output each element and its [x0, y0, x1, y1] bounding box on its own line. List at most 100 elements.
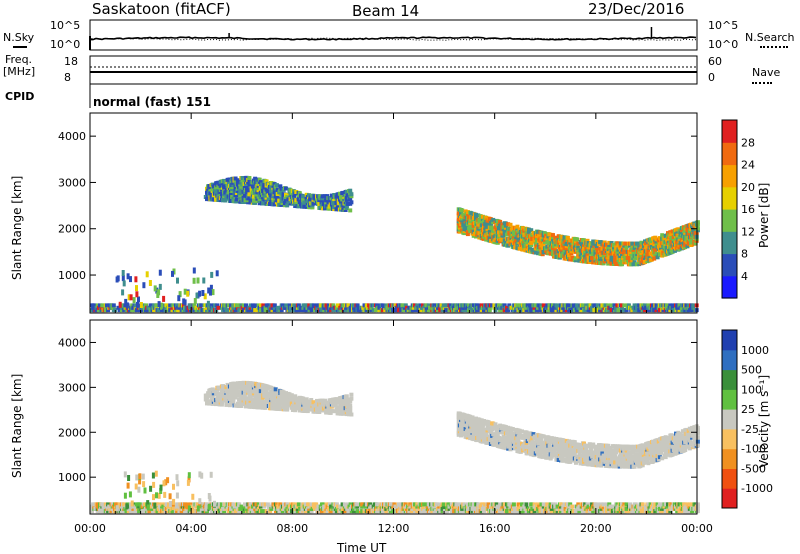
power-cell	[266, 182, 271, 187]
velocity-cell	[249, 502, 254, 507]
power-cell	[141, 303, 146, 308]
power-cell	[560, 234, 565, 239]
velocity-cell	[295, 506, 300, 511]
power-cell	[614, 255, 619, 260]
power-cell	[640, 256, 645, 261]
velocity-cell	[615, 502, 620, 507]
velocity-cell	[245, 396, 250, 401]
power-cell	[211, 289, 215, 296]
velocity-cell	[587, 509, 592, 514]
power-cell	[371, 308, 376, 313]
power-cell	[551, 303, 555, 308]
velocity-cell	[288, 502, 293, 507]
velocity-cell	[498, 502, 503, 507]
velocity-cell	[280, 509, 285, 514]
velocity-cell	[201, 506, 206, 511]
velocity-cell	[271, 392, 276, 397]
power-cell	[226, 303, 231, 308]
velocity-cell	[160, 502, 165, 507]
velocity-cell	[541, 502, 546, 507]
velocity-cell	[391, 504, 396, 509]
velocity-cell	[309, 504, 314, 509]
velocity-cell	[211, 397, 216, 402]
power-cell	[132, 297, 136, 304]
power-cell	[520, 305, 524, 310]
power-cell	[302, 204, 307, 209]
power-cell	[669, 238, 674, 242]
velocity-cell	[311, 400, 316, 405]
power-cell	[478, 227, 483, 232]
power-cell	[644, 245, 649, 250]
power-cell	[192, 277, 196, 284]
power-cell	[487, 308, 492, 313]
power-cell	[508, 222, 513, 227]
power-cell	[352, 303, 357, 308]
velocity-cell	[645, 509, 650, 514]
velocity-cell	[580, 509, 585, 514]
velocity-cell	[164, 506, 169, 511]
velocity-cell	[683, 506, 688, 511]
power-cell	[333, 308, 338, 313]
velocity-cell	[593, 502, 598, 507]
power-cell	[493, 308, 498, 313]
velocity-cell	[647, 509, 652, 514]
power-cell	[341, 203, 346, 208]
velocity-cell	[441, 504, 446, 509]
velocity-cell	[246, 381, 251, 385]
power-cell	[247, 176, 252, 180]
velocity-cell	[207, 401, 212, 406]
power-cell	[465, 305, 470, 310]
velocity-cell	[226, 504, 231, 509]
nsearch-legend-line	[760, 46, 788, 48]
velocity-cell	[579, 506, 584, 511]
power-cell	[223, 303, 228, 308]
power-cell	[493, 225, 498, 230]
power-cell	[248, 308, 253, 313]
velocity-cell	[495, 504, 500, 509]
power-cell	[631, 247, 636, 252]
velocity-cell	[256, 506, 261, 511]
power-cell	[614, 247, 619, 252]
power-cell	[533, 303, 538, 308]
power-cell	[690, 242, 695, 247]
power-cell	[216, 193, 221, 198]
velocity-cell	[271, 502, 276, 507]
velocity-cell	[555, 509, 560, 514]
power-cell	[421, 303, 426, 308]
power-cell	[634, 303, 639, 308]
velocity-cell	[352, 509, 357, 514]
velocity-cell	[454, 502, 459, 507]
velocity-cell	[413, 509, 417, 514]
velocity-cell	[368, 502, 373, 507]
power-cell	[277, 198, 282, 203]
velocity-cell	[368, 506, 373, 511]
power-cell	[304, 192, 309, 197]
power-cell	[292, 303, 297, 308]
power-cell	[564, 248, 569, 253]
power-cell	[554, 255, 559, 259]
power-colorbar-swatch	[722, 253, 737, 277]
power-cell	[600, 246, 605, 251]
velocity-cell	[266, 395, 271, 400]
power-cell	[460, 208, 465, 213]
velocity-cell	[441, 506, 446, 511]
power-cell	[684, 305, 689, 310]
velocity-cell	[640, 502, 645, 507]
power-cell	[364, 308, 369, 313]
velocity-cell	[611, 506, 616, 511]
velocity-cell	[447, 506, 452, 511]
power-cell	[637, 303, 642, 308]
velocity-cell	[219, 402, 224, 407]
power-cell	[377, 305, 382, 310]
velocity-cell	[346, 502, 351, 507]
velocity-cell	[150, 506, 155, 511]
power-cell	[541, 250, 546, 255]
power-cell	[615, 241, 620, 246]
velocity-cell	[133, 506, 138, 511]
velocity-cell	[661, 509, 666, 514]
power-cell	[607, 308, 612, 313]
power-cell	[208, 191, 213, 196]
velocity-cell	[229, 506, 234, 511]
power-cell	[506, 308, 511, 313]
power-cell	[125, 302, 129, 309]
